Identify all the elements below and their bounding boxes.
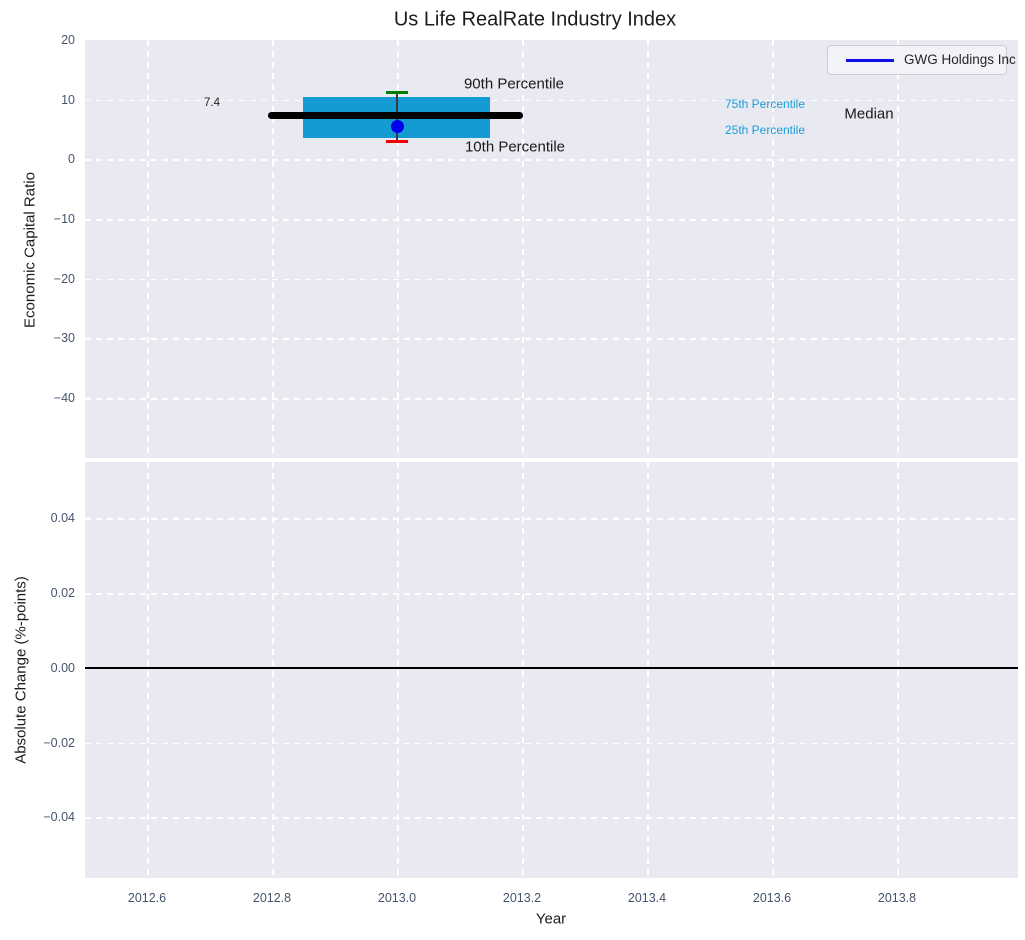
company-data-point [390, 119, 404, 133]
gridline [85, 159, 1018, 161]
y-tick: −30 [53, 331, 75, 345]
gridline [522, 40, 524, 458]
gridline [272, 462, 274, 878]
gridline [85, 338, 1018, 340]
y-tick: −40 [53, 391, 75, 405]
gridline [85, 99, 1018, 102]
p10-label: 10th Percentile [464, 138, 566, 156]
gridline [772, 40, 774, 458]
legend: GWG Holdings Inc [827, 45, 1016, 75]
gridline [85, 278, 1018, 281]
capital-y-axis-label: Economic Capital Ratio [21, 172, 39, 328]
x-axis-label: Year [535, 910, 567, 928]
x-tick: 2013.2 [502, 891, 542, 905]
gridline [647, 462, 649, 878]
gridline [147, 462, 149, 878]
gridline [397, 40, 399, 458]
gridline [522, 462, 524, 878]
x-tick: 2013.4 [627, 891, 667, 905]
change-y-axis-label: Absolute Change (%-points) [12, 576, 30, 764]
gridline [85, 817, 1018, 819]
gridline [647, 40, 649, 458]
gridline [85, 219, 1018, 221]
capital-ratio-plot-area: 7.4 90th Percentile 10th Percentile 75th… [85, 40, 1018, 458]
p75-label: 75th Percentile [724, 97, 806, 111]
gridline [397, 462, 399, 878]
gridline [85, 742, 1018, 745]
zero-baseline [85, 667, 1018, 669]
p25-label: 25th Percentile [724, 123, 806, 137]
y-tick: −0.04 [43, 810, 75, 824]
x-tick: 2012.8 [252, 891, 292, 905]
y-tick: 10 [61, 93, 75, 107]
gridline [85, 398, 1018, 400]
p90-label: 90th Percentile [463, 75, 565, 93]
absolute-change-plot-area [85, 462, 1018, 878]
x-tick: 2013.6 [752, 891, 792, 905]
gridline [897, 462, 899, 878]
chart-title: Us Life RealRate Industry Index [393, 8, 677, 31]
median-line [268, 112, 523, 119]
gridline [772, 462, 774, 878]
x-tick: 2012.6 [127, 891, 167, 905]
y-tick: −10 [53, 212, 75, 226]
p90-whisker-cap [386, 90, 408, 94]
y-tick: −20 [53, 272, 75, 286]
x-tick: 2013.0 [377, 891, 417, 905]
y-tick: 0 [68, 152, 75, 166]
y-tick: −0.02 [43, 736, 75, 750]
y-tick: 20 [61, 33, 75, 47]
legend-label: GWG Holdings Inc [904, 52, 1016, 67]
y-tick: 0.02 [50, 586, 75, 600]
gridline [272, 40, 274, 458]
y-tick: 0.04 [50, 511, 75, 525]
x-tick: 2013.8 [877, 891, 917, 905]
gridline [85, 518, 1018, 520]
p10-whisker-cap [386, 139, 408, 143]
legend-line-swatch [846, 59, 894, 62]
gridline [85, 593, 1018, 595]
gridline [897, 40, 899, 458]
gridline [147, 40, 149, 458]
median-text-label: Median [844, 105, 894, 123]
y-tick: 0.00 [50, 661, 75, 675]
median-value-label: 7.4 [204, 97, 220, 109]
